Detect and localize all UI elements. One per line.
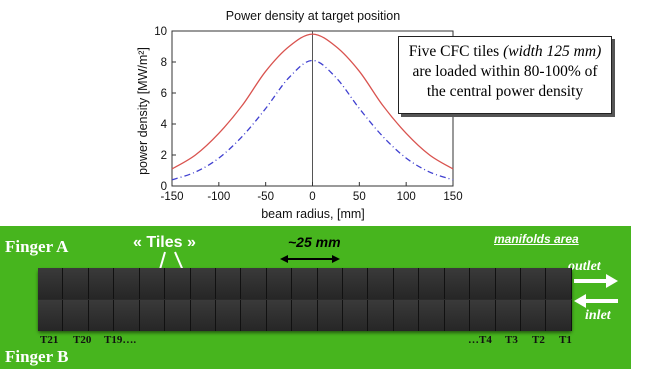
tile-label-t21: T21 [40,334,59,346]
callout-line-1: Five CFC tiles (width 125 mm) [399,42,611,62]
inlet-label: inlet [585,308,611,323]
outlet-label: outlet [568,259,601,274]
tile [266,300,293,331]
x-tick-label: 150 [443,191,462,203]
callout-box: Five CFC tiles (width 125 mm) are loaded… [398,36,612,114]
x-axis-label: beam radius, [mm] [261,207,365,221]
y-tick-label: 8 [161,57,167,69]
tile [190,268,216,299]
x-tick-label: -100 [207,191,230,203]
finger-tiles [38,268,572,331]
tile [470,300,496,331]
tile [165,268,191,299]
x-tick-label: 50 [353,191,366,203]
tile [63,268,89,299]
callout-line-3: the central power density [426,83,584,100]
series-line-1 [171,33,454,170]
inlet-arrow-icon [574,294,618,308]
callout-width-note: (width 125 mm) [503,43,602,60]
tile [444,300,471,331]
tile [495,268,522,299]
tile [292,268,318,299]
outlet-arrow-icon [574,274,618,288]
finger-a-label: Finger A [5,237,69,256]
tile [444,268,471,299]
tile-label-t4: …T4 [468,334,492,346]
width-arrow [280,255,340,263]
tile [88,268,115,299]
tile [393,268,420,299]
tile [521,300,547,331]
series-line-2 [171,59,454,181]
tile-label-t20: T20 [73,334,92,346]
x-tick-label: -150 [160,191,183,203]
y-axis-label: power density [MW/m²] [136,47,150,175]
finger-a-tile-row [38,268,572,299]
power-density-chart: Power density at target position -150 -10… [136,9,463,221]
tile [343,268,369,299]
tile [241,268,267,299]
tile [241,300,267,331]
tile [114,300,140,331]
tile-width-label: ~25 mm [288,234,341,250]
y-tick-label: 2 [161,150,167,162]
tiles-photo: Finger A Finger B « Tiles » ~25 mm manif… [0,226,631,369]
chart-title: Power density at target position [226,9,400,23]
tile [266,268,293,299]
tile-label-t3: T3 [505,334,518,346]
tile [419,268,445,299]
tile-label-t2: T2 [532,334,545,346]
tile-label-t1: T1 [559,334,572,346]
callout-text: Five CFC tiles [408,43,504,60]
tile [495,300,522,331]
x-tick-label: 0 [309,191,315,203]
tile [63,300,89,331]
tile [292,300,318,331]
tile-label-t19: T19…. [104,334,137,346]
tile [139,300,166,331]
tile [343,300,369,331]
tile [317,268,344,299]
tile [215,300,242,331]
tile [215,268,242,299]
tile [317,300,344,331]
y-tick-label: 6 [161,88,167,100]
tile [546,300,572,331]
y-tick-label: 0 [161,181,167,193]
x-tick-label: 100 [397,191,416,203]
tile [393,300,420,331]
manifolds-area-label: manifolds area [494,232,579,246]
tile [88,300,115,331]
y-tick-label: 4 [161,119,168,131]
tile [114,268,140,299]
x-tick-label: -50 [257,191,274,203]
tile [190,300,216,331]
tile [521,268,547,299]
tile [470,268,496,299]
tiles-label: « Tiles » [133,234,196,251]
finger-b-tile-row [38,300,572,331]
finger-b-label: Finger B [5,347,69,366]
tile [419,300,445,331]
y-tick-label: 10 [154,26,167,38]
tile [165,300,191,331]
tile [546,268,572,299]
tile [368,300,394,331]
tile [368,268,394,299]
tile [38,268,64,299]
tile [38,300,64,331]
tile [139,268,166,299]
callout-line-2: are loaded within 80-100% of [412,63,598,80]
